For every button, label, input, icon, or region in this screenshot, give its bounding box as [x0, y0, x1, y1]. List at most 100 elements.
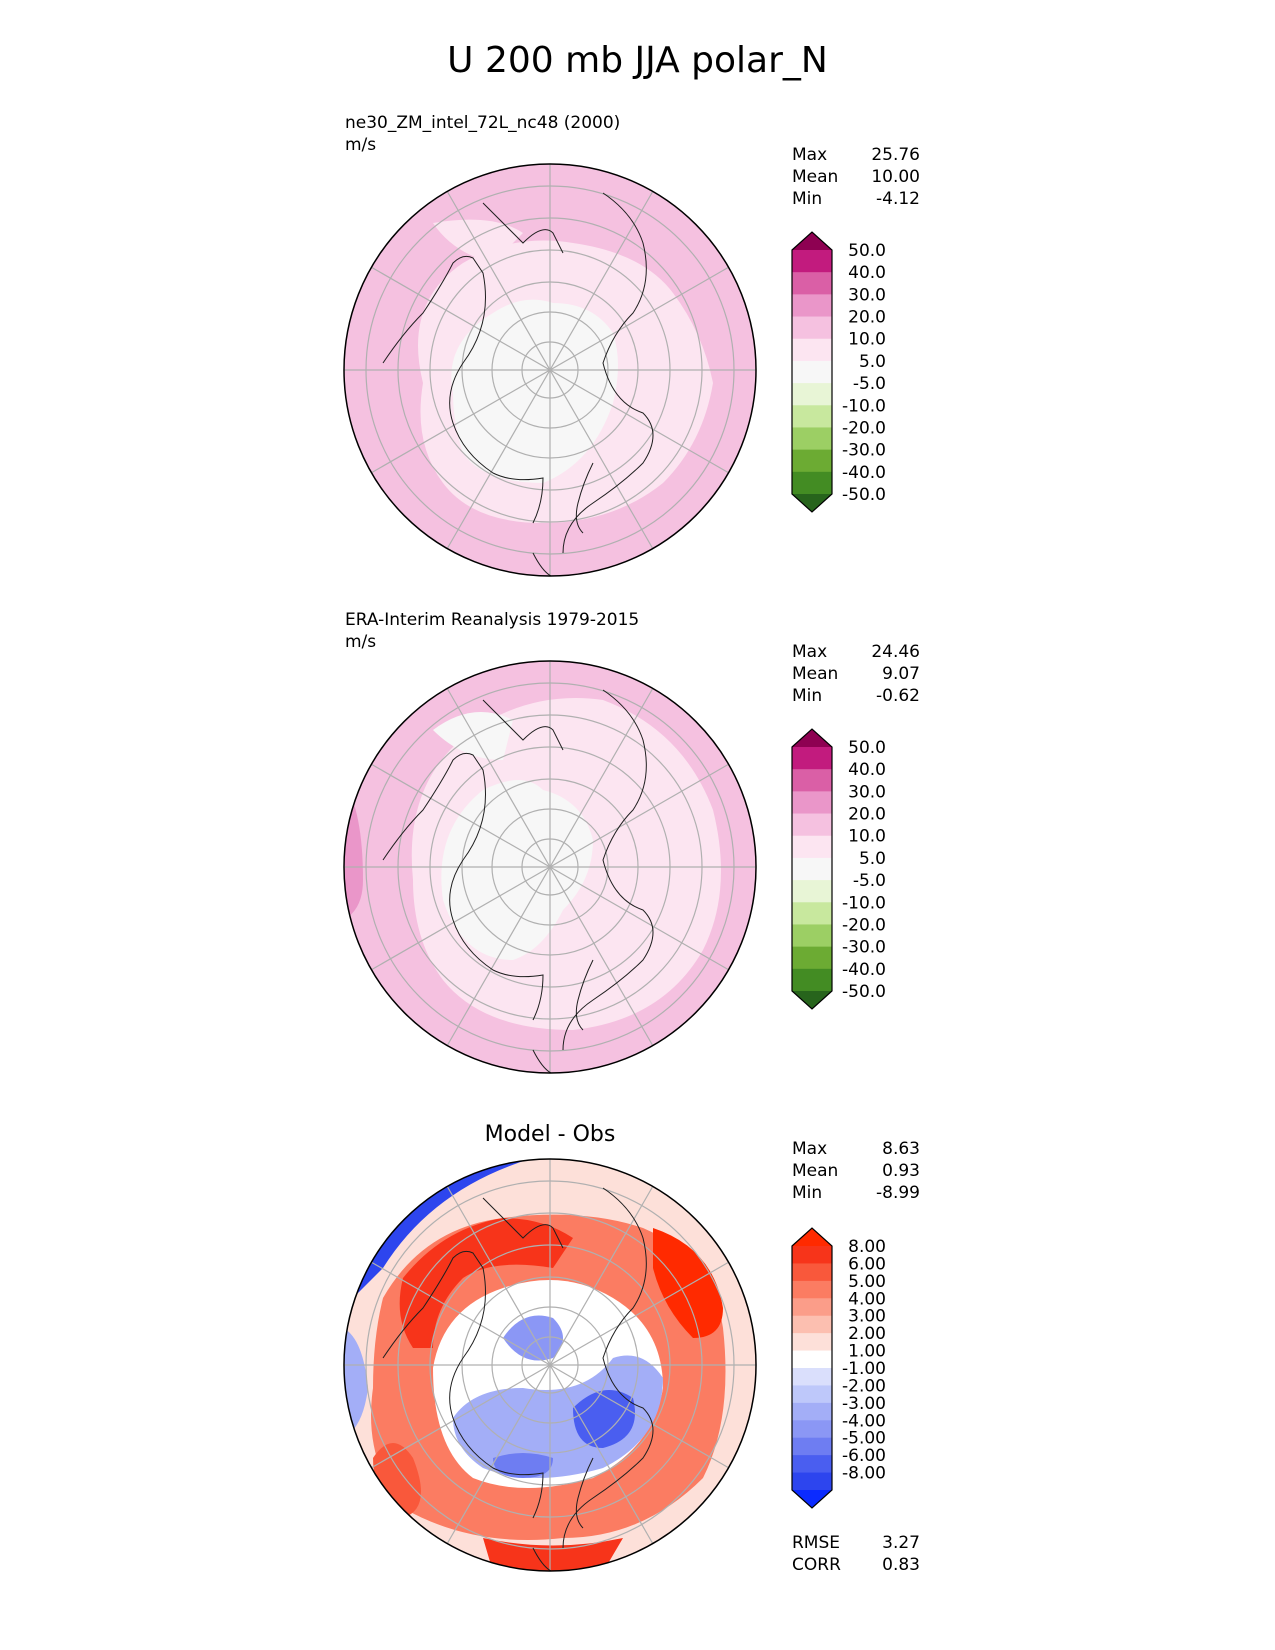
colorbar-chip [792, 1315, 832, 1334]
panel1-colorbar: 50.040.030.0 20.010.05.0-5.0-10.0-20.0 -30… [791, 231, 886, 513]
colorbar-tick-label: 30.0 [848, 782, 886, 802]
panel1-stat-label-mean: Mean [792, 167, 839, 187]
panel1-map [343, 163, 757, 577]
panel3-stat-value-max: 8.63 [882, 1139, 920, 1159]
colorbar-outline [791, 728, 833, 1010]
colorbar-tick-label: 50.0 [848, 241, 886, 261]
colorbar-chip [792, 272, 832, 295]
colorbar-chip [792, 835, 832, 859]
colorbar-chip [792, 1263, 832, 1282]
colorbar-chip [792, 427, 832, 451]
colorbar-tick-label: 2.00 [848, 1324, 886, 1344]
colorbar-tick-label: -20.0 [842, 418, 886, 438]
colorbar-tick-label: 40.0 [848, 263, 886, 283]
colorbar-tick-label: 20.0 [848, 805, 886, 825]
colorbar-outline [791, 231, 833, 513]
colorbar-tick-label: 1.00 [848, 1342, 886, 1362]
panel3-stat-label-max: Max [792, 1139, 828, 1159]
panel2-units: m/s [345, 632, 377, 652]
colorbar-chip [792, 857, 832, 881]
panel1-header: ne30_ZM_intel_72L_nc48 (2000) m/s [345, 112, 620, 156]
colorbar-chip [792, 1472, 832, 1491]
colorbar-chip [792, 250, 832, 273]
colorbar-chip [792, 880, 832, 903]
colorbar-tick-label: 10.0 [848, 330, 886, 350]
panel3-corr-value: 0.83 [882, 1555, 920, 1575]
colorbar-chip [792, 316, 832, 340]
panel2-coastlines [382, 689, 654, 1073]
colorbar-tick-label: 4.00 [848, 1289, 886, 1309]
panel1-coastlines [382, 192, 654, 576]
panel2-map-boundary [343, 660, 757, 1074]
colorbar-tick-label: -3.00 [842, 1394, 886, 1414]
colorbar-tick-label: 5.0 [859, 352, 886, 372]
panel2-stats: Max 24.46 Mean 9.07 Min -0.62 [792, 641, 920, 707]
colorbar-tick-label: 10.0 [848, 827, 886, 847]
colorbar-chip [792, 769, 832, 792]
panel3-field-neg-core2 [493, 1453, 553, 1478]
figure-title: U 200 mb JJA polar_N [447, 40, 828, 81]
panel3-metrics: RMSE 3.27 CORR 0.83 [792, 1532, 920, 1576]
panel1-field-band-mid2 [433, 219, 523, 263]
panel2-title: ERA-Interim Reanalysis 1979-2015 [345, 610, 640, 630]
colorbar-tick-label: -50.0 [842, 982, 886, 1002]
colorbar-tick-label: -5.00 [842, 1429, 886, 1449]
colorbar-tick-label: 6.00 [848, 1254, 886, 1274]
colorbar-tick-label: 40.0 [848, 760, 886, 780]
panel2-graticule [344, 661, 756, 1073]
colorbar-extend-top [792, 1228, 832, 1246]
colorbar-tick-label: 30.0 [848, 285, 886, 305]
colorbar-chip [792, 813, 832, 837]
panel3-field-neg-arc [453, 1355, 663, 1478]
colorbar-tick-label: -10.0 [842, 893, 886, 913]
colorbar-chip [792, 1402, 832, 1421]
colorbar-tick-label: -20.0 [842, 915, 886, 935]
colorbar-chip [792, 360, 832, 384]
panel3-stat-value-min: -8.99 [876, 1183, 920, 1203]
colorbar-chip [792, 1455, 832, 1474]
panel3-stat-label-mean: Mean [792, 1161, 839, 1181]
colorbar-extend-bottom [792, 991, 832, 1009]
colorbar-tick-label: -30.0 [842, 441, 886, 461]
colorbar-extend-bottom [792, 494, 832, 512]
panel2-colorbar: 50.040.030.0 20.010.05.0-5.0-10.0-20.0 -30… [791, 728, 886, 1010]
panel3-rmse-label: RMSE [792, 1533, 841, 1553]
colorbar-chip [792, 1298, 832, 1317]
colorbar-chip [792, 747, 832, 770]
colorbar-tick-label: -4.00 [842, 1411, 886, 1431]
colorbar-chip [792, 383, 832, 406]
panel1-stat-value-min: -4.12 [876, 189, 920, 209]
colorbar-chip [792, 1246, 832, 1264]
colorbar-tick-label: -5.0 [853, 871, 886, 891]
panel1-units: m/s [345, 135, 377, 155]
colorbar-tick-label: -5.0 [853, 374, 886, 394]
panel3-field-pos-core2 [653, 1228, 723, 1338]
colorbar-extend-top [792, 232, 832, 250]
colorbar-chip [792, 946, 832, 970]
colorbar-chip [792, 1437, 832, 1456]
panel1-stat-value-mean: 10.00 [871, 167, 920, 187]
panel2-field-core [441, 780, 593, 960]
panel3-rmse-value: 3.27 [882, 1533, 920, 1553]
panel2-stat-label-max: Max [792, 642, 828, 662]
colorbar-tick-label: 5.0 [859, 849, 886, 869]
panel3-stat-value-mean: 0.93 [882, 1161, 920, 1181]
colorbar-chip [792, 1385, 832, 1404]
colorbar-tick-label: -30.0 [842, 938, 886, 958]
panel3-map [343, 1158, 757, 1572]
panel3-map-boundary [343, 1158, 757, 1572]
panel2-stat-value-min: -0.62 [876, 686, 920, 706]
colorbar-chip [792, 1333, 832, 1352]
panel3-stat-label-min: Min [792, 1183, 823, 1203]
panel1-map-boundary [343, 163, 757, 577]
colorbar-tick-label: 8.00 [848, 1237, 886, 1257]
colorbar-chip [792, 449, 832, 473]
panel2-stat-label-min: Min [792, 686, 823, 706]
panel3-title: Model - Obs [484, 1122, 616, 1147]
colorbar-chip [792, 1350, 832, 1369]
colorbar-chip [792, 1368, 832, 1386]
colorbar-chip [792, 405, 832, 428]
colorbar-tick-label: -1.00 [842, 1359, 886, 1379]
panel2-map [343, 660, 757, 1074]
panel3-graticule [344, 1159, 756, 1571]
